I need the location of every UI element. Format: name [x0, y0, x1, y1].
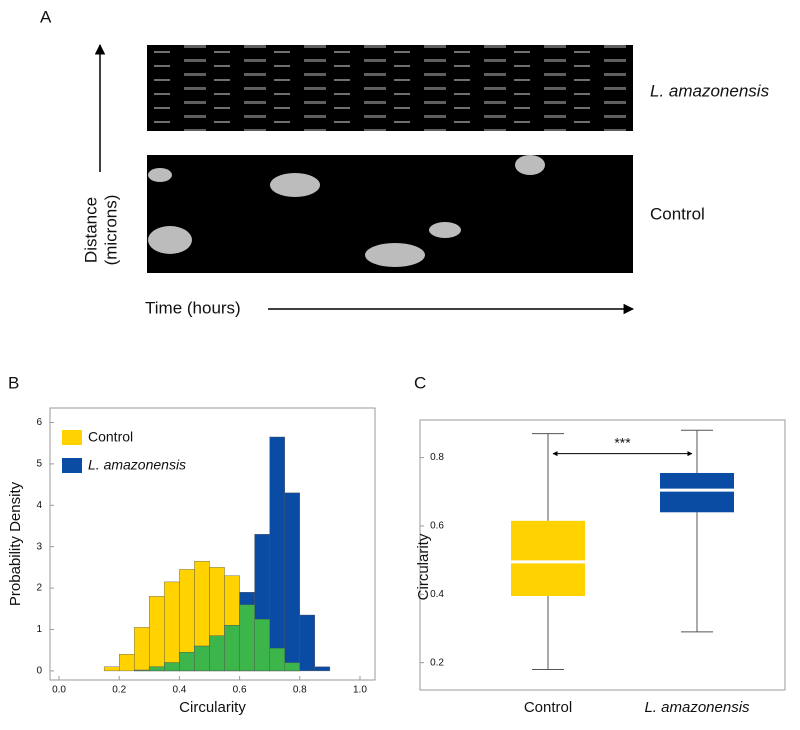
x-tick-label: 0.6	[233, 685, 247, 696]
overlap-bar	[209, 635, 225, 672]
histogram-bar	[164, 581, 180, 672]
x-label: Time (hours)	[145, 298, 241, 317]
panel-label: B	[8, 373, 19, 392]
x-tick-label: L. amazonensis	[644, 699, 750, 716]
y-tick-label: 1	[36, 624, 42, 635]
annotation: ***	[614, 434, 631, 450]
row-label: Control	[650, 204, 705, 223]
panel-label: C	[414, 373, 426, 392]
y-tick-label: 0.8	[430, 452, 444, 463]
overlap-bar	[254, 618, 270, 672]
y-tick-label: 5	[36, 459, 42, 470]
legend-swatch	[62, 430, 82, 445]
x-tick-label: 1.0	[353, 685, 367, 696]
plot-frame	[49, 407, 376, 681]
overlap-bar	[239, 604, 255, 672]
kymograph	[147, 45, 633, 131]
overlap-bar	[134, 669, 150, 672]
x-tick-label: 0.0	[52, 685, 66, 696]
row-label: L. amazonensis	[650, 81, 770, 100]
histogram-bar	[284, 492, 300, 672]
y-tick-label: 0	[36, 666, 42, 677]
legend-label: L. amazonensis	[88, 457, 186, 473]
y-tick-label: 0.4	[430, 589, 444, 600]
histogram-bar	[103, 666, 120, 672]
overlap-bar	[269, 647, 285, 672]
overlap-bar	[224, 625, 240, 672]
y-tick-label: 0.2	[430, 657, 444, 668]
y-tick-label: 4	[36, 500, 42, 511]
y-tick-label: 0.6	[430, 521, 444, 532]
x-tick-label: Control	[524, 699, 572, 716]
kymograph-texture	[148, 155, 545, 267]
y-tick-label: 3	[36, 541, 42, 552]
histogram-bar	[314, 666, 331, 672]
box	[660, 472, 734, 513]
x-tick-label: 0.8	[293, 685, 307, 696]
overlap-bar	[149, 666, 165, 672]
legend-swatch	[62, 458, 82, 473]
panel-label: A	[40, 7, 52, 26]
overlap-bar	[194, 645, 210, 672]
overlap-bar	[284, 662, 300, 672]
box	[511, 520, 585, 597]
y-label: (microns)	[101, 195, 120, 266]
y-tick-label: 2	[36, 583, 42, 594]
y-axis-label: Circularity	[415, 533, 432, 600]
legend-label: Control	[88, 429, 133, 445]
y-tick-label: 6	[36, 417, 42, 428]
y-label: Distance	[81, 197, 100, 263]
x-axis-label: Circularity	[179, 699, 246, 716]
overlap-bar	[179, 652, 195, 672]
histogram-bar	[119, 654, 135, 672]
x-tick-label: 0.2	[112, 685, 126, 696]
histogram-bar	[149, 596, 165, 672]
histogram-bar	[299, 614, 316, 672]
overlap-bar	[164, 662, 180, 672]
histogram-bar	[269, 436, 285, 672]
y-axis-label: Probability Density	[7, 481, 24, 606]
x-tick-label: 0.4	[172, 685, 186, 696]
plot-frame	[419, 419, 786, 691]
histogram-bar	[134, 627, 150, 672]
